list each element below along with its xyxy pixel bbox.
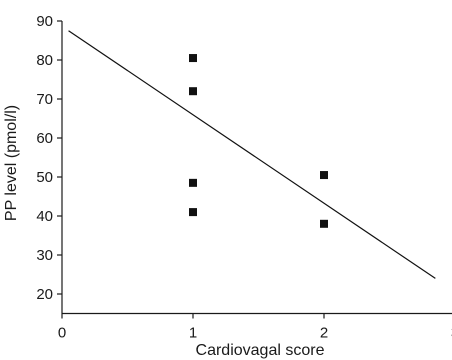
- data-point: [189, 54, 197, 63]
- y-tick-label: 80: [36, 52, 53, 69]
- x-tick-label: 3: [451, 325, 452, 342]
- data-points: [189, 54, 328, 228]
- regression-line: [68, 30, 436, 279]
- ticks: 20 30 40 50 60 70 80 90 0 1 2 3: [36, 13, 452, 342]
- x-tick-label: 1: [189, 325, 197, 342]
- y-tick-label: 20: [36, 286, 53, 303]
- y-tick-label: 40: [36, 208, 53, 225]
- x-tick-label: 0: [58, 325, 66, 342]
- data-point: [320, 219, 328, 228]
- regression-line-group: [68, 30, 436, 279]
- data-point: [320, 171, 328, 180]
- y-tick-label: 70: [36, 91, 53, 108]
- data-point: [189, 178, 197, 187]
- y-tick-label: 30: [36, 247, 53, 264]
- data-point: [189, 87, 197, 96]
- y-tick-label: 90: [36, 13, 53, 30]
- x-axis-title: Cardiovagal score: [196, 342, 325, 359]
- y-tick-label: 50: [36, 169, 53, 186]
- axes: [61, 21, 452, 315]
- x-tick-label: 2: [320, 325, 328, 342]
- data-point: [189, 208, 197, 217]
- y-axis-title: PP level (pmol/l): [3, 105, 20, 221]
- y-tick-label: 60: [36, 130, 53, 147]
